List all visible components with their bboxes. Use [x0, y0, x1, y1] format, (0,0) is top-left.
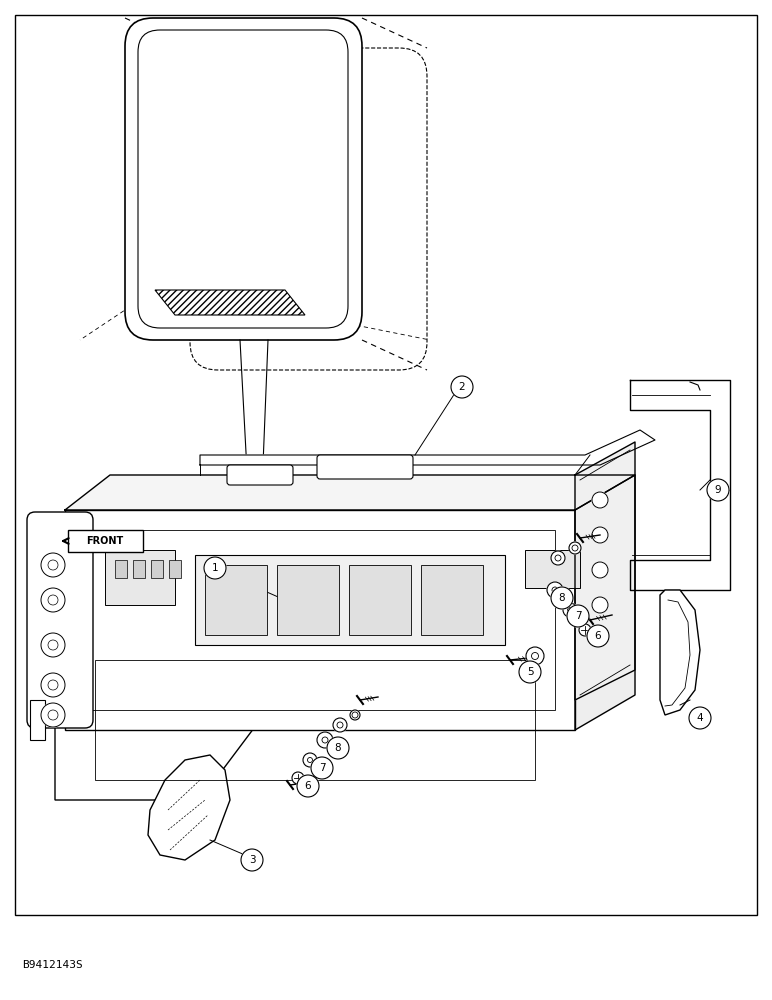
- Text: 1: 1: [212, 563, 218, 573]
- Bar: [169, 560, 181, 578]
- Circle shape: [48, 560, 58, 570]
- Circle shape: [327, 737, 349, 759]
- FancyBboxPatch shape: [138, 30, 348, 328]
- Circle shape: [552, 587, 558, 593]
- Circle shape: [555, 555, 561, 561]
- Circle shape: [350, 710, 360, 720]
- Polygon shape: [575, 442, 635, 700]
- FancyBboxPatch shape: [68, 530, 143, 552]
- Circle shape: [551, 587, 573, 609]
- Bar: [421, 565, 483, 635]
- Circle shape: [311, 757, 333, 779]
- Text: 5: 5: [527, 667, 533, 677]
- Text: FRONT: FRONT: [86, 536, 124, 546]
- Circle shape: [333, 718, 347, 732]
- Circle shape: [526, 647, 544, 665]
- Bar: [65, 510, 575, 730]
- Bar: [85, 530, 555, 710]
- Bar: [151, 560, 163, 578]
- Circle shape: [48, 640, 58, 650]
- Circle shape: [41, 673, 65, 697]
- Text: 6: 6: [594, 631, 601, 641]
- Bar: [525, 550, 580, 588]
- Circle shape: [567, 605, 589, 627]
- FancyBboxPatch shape: [227, 465, 293, 485]
- Text: 8: 8: [335, 743, 341, 753]
- Circle shape: [531, 652, 539, 660]
- Circle shape: [303, 753, 317, 767]
- Circle shape: [587, 625, 609, 647]
- Circle shape: [569, 542, 581, 554]
- Circle shape: [451, 376, 473, 398]
- Circle shape: [567, 607, 573, 612]
- Circle shape: [551, 551, 565, 565]
- Circle shape: [563, 603, 577, 617]
- Polygon shape: [630, 380, 730, 590]
- Circle shape: [41, 703, 65, 727]
- FancyBboxPatch shape: [125, 18, 362, 340]
- Text: 4: 4: [696, 713, 703, 723]
- Circle shape: [572, 545, 578, 551]
- Text: 7: 7: [574, 611, 581, 621]
- Text: 3: 3: [249, 855, 256, 865]
- Circle shape: [547, 582, 563, 598]
- Polygon shape: [200, 430, 655, 465]
- Bar: [115, 560, 127, 578]
- Circle shape: [337, 722, 343, 728]
- Circle shape: [204, 557, 226, 579]
- Circle shape: [307, 758, 313, 762]
- Bar: [349, 565, 411, 635]
- Polygon shape: [65, 475, 635, 510]
- Polygon shape: [660, 590, 700, 715]
- Circle shape: [317, 732, 333, 748]
- Bar: [30, 700, 45, 740]
- Text: 9: 9: [715, 485, 721, 495]
- Text: 2: 2: [459, 382, 466, 392]
- Bar: [95, 660, 535, 780]
- FancyBboxPatch shape: [27, 512, 93, 728]
- Circle shape: [689, 707, 711, 729]
- Circle shape: [592, 562, 608, 578]
- Circle shape: [241, 849, 263, 871]
- Circle shape: [519, 661, 541, 683]
- Circle shape: [592, 527, 608, 543]
- Circle shape: [707, 479, 729, 501]
- Polygon shape: [55, 720, 260, 800]
- Circle shape: [48, 680, 58, 690]
- Text: 6: 6: [305, 781, 311, 791]
- Circle shape: [48, 595, 58, 605]
- Text: B9412143S: B9412143S: [22, 960, 83, 970]
- Bar: [277, 565, 339, 635]
- Circle shape: [41, 553, 65, 577]
- Circle shape: [322, 737, 328, 743]
- FancyBboxPatch shape: [317, 455, 413, 479]
- Bar: [195, 555, 505, 645]
- Bar: [133, 560, 145, 578]
- Circle shape: [592, 597, 608, 613]
- Polygon shape: [575, 475, 635, 730]
- Circle shape: [292, 772, 304, 784]
- Bar: [105, 550, 175, 605]
- Polygon shape: [155, 290, 305, 315]
- Circle shape: [579, 624, 591, 636]
- Text: 7: 7: [319, 763, 325, 773]
- Polygon shape: [148, 755, 230, 860]
- Circle shape: [41, 633, 65, 657]
- Circle shape: [297, 775, 319, 797]
- Bar: [205, 565, 267, 635]
- Circle shape: [592, 492, 608, 508]
- Circle shape: [48, 710, 58, 720]
- Circle shape: [352, 712, 358, 718]
- Text: 8: 8: [559, 593, 565, 603]
- Circle shape: [41, 588, 65, 612]
